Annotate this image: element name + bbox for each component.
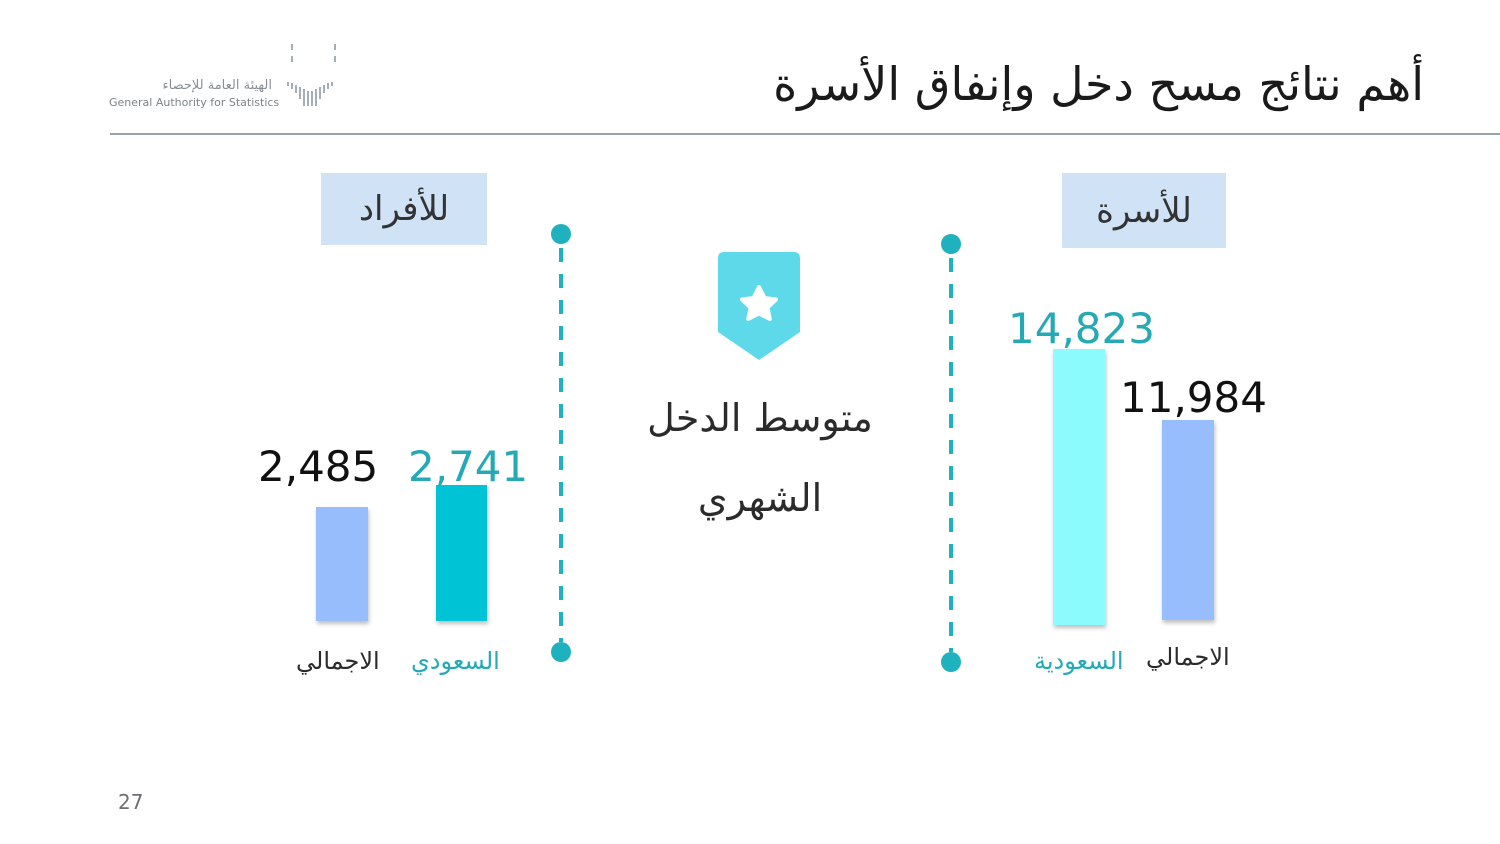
gastat-logo: الهيئة العامة للإحصاء General Authority … [108,44,338,114]
divider-bottom-dot [551,642,571,662]
households-saudi-category: السعودية [1034,647,1124,675]
households-saudi-value: 14,823 [1008,304,1155,353]
divider-top-dot [941,234,961,254]
page-number: 27 [118,790,144,814]
individuals-total-value: 2,485 [258,442,379,491]
right-dashed-divider [949,258,953,652]
title-divider [110,133,1500,135]
households-total-category: الاجمالي [1146,643,1230,671]
individuals-saudi-value: 2,741 [408,442,529,491]
individuals-total-category: الاجمالي [296,647,380,675]
gastat-logo-mark-icon [287,44,336,106]
center-label-line2: الشهري [697,476,823,520]
individuals-label: للأفراد [321,173,487,245]
households-total-bar [1162,420,1214,620]
logo-arabic-text: الهيئة العامة للإحصاء [162,78,272,93]
individuals-saudi-category: السعودي [411,647,500,675]
divider-bottom-dot [941,652,961,672]
individuals-saudi-bar [436,485,487,621]
page-title: أهم نتائج مسح دخل وإنفاق الأسرة [773,57,1424,111]
households-total-value: 11,984 [1120,373,1267,422]
households-label: للأسرة [1062,173,1226,248]
divider-top-dot [551,224,571,244]
center-label-line1: متوسط الدخل [647,396,873,440]
logo-english-text: General Authority for Statistics [109,96,280,109]
households-saudi-bar [1053,349,1105,625]
star-badge-icon [718,252,800,360]
left-dashed-divider [559,248,563,642]
individuals-total-bar [316,507,368,621]
